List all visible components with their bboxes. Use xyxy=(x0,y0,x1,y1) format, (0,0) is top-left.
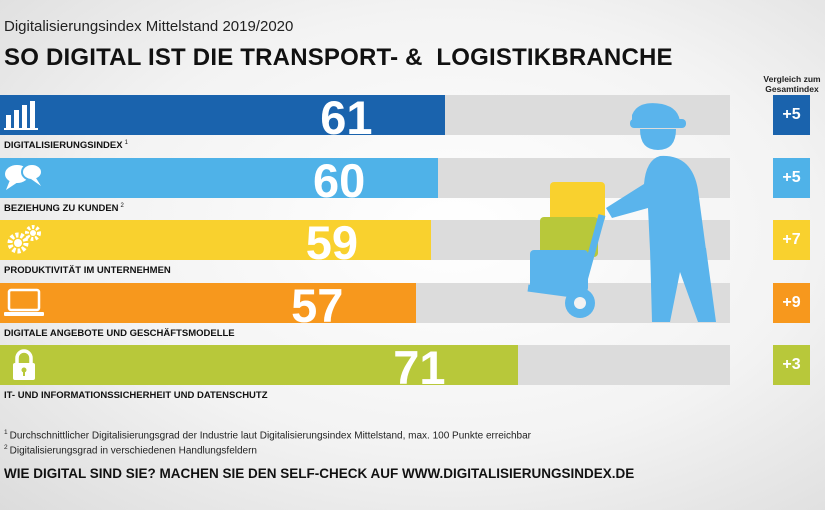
bar-value-label: 61 xyxy=(320,91,373,144)
chart-subtitle: Digitalisierungsindex Mittelstand 2019/2… xyxy=(4,18,294,35)
category-label: DIGITALISIERUNGSINDEX 1 xyxy=(4,140,128,151)
category-label: DIGITALE ANGEBOTE UND GESCHÄFTSMODELLE xyxy=(4,328,235,339)
footnote-2-text: Digitalisierungsgrad in verschiedenen Ha… xyxy=(9,445,257,457)
footnote-2-number: 2 xyxy=(4,444,8,451)
footnote-1-number: 1 xyxy=(4,429,8,436)
footnote-marker: 1 xyxy=(124,140,128,146)
box-bottom xyxy=(530,250,588,292)
footnote-1: 1 Durchschnittlicher Digitalisierungsgrad… xyxy=(4,429,531,441)
gears-icon xyxy=(4,224,44,256)
bar-value-label: 57 xyxy=(291,279,344,332)
comparison-badge: +9 xyxy=(773,283,810,323)
self-check-call-to-action: WIE DIGITAL SIND SIE? MACHEN SIE DEN SEL… xyxy=(4,466,635,481)
comparison-badge: +7 xyxy=(773,220,810,260)
footnote-1-text: Durchschnittlicher Digitalisierungsgrad … xyxy=(9,430,531,442)
bar xyxy=(0,158,438,198)
bar-value-label: 71 xyxy=(393,341,446,394)
box-middle xyxy=(540,217,598,257)
category-label: IT- UND INFORMATIONSSICHERHEIT UND DATEN… xyxy=(4,390,268,401)
chart-title: SO DIGITAL IST DIE TRANSPORT- & LOGISTIK… xyxy=(4,44,673,71)
category-label-text: PRODUKTIVITÄT IM UNTERNEHMEN xyxy=(4,265,171,276)
category-label: PRODUKTIVITÄT IM UNTERNEHMEN xyxy=(4,265,171,276)
category-label-text: DIGITALISIERUNGSINDEX xyxy=(4,140,123,152)
speech-bubbles-icon xyxy=(4,162,44,194)
bar-chart-icon xyxy=(4,99,44,131)
comparison-badge: +5 xyxy=(773,95,810,135)
comparison-badge: +3 xyxy=(773,345,810,385)
bar xyxy=(0,283,417,323)
bar xyxy=(0,345,519,385)
delivery-worker-hand-truck-icon xyxy=(527,103,716,322)
comparison-badge: +5 xyxy=(773,158,810,198)
padlock-icon xyxy=(4,349,44,381)
bar xyxy=(0,95,446,135)
footnote-marker: 2 xyxy=(120,203,124,209)
footnote-2: 2 Digitalisierungsgrad in verschiedenen H… xyxy=(4,444,257,456)
box-top xyxy=(550,182,605,222)
category-label: BEZIEHUNG ZU KUNDEN 2 xyxy=(4,203,124,214)
bar-value-label: 60 xyxy=(313,154,366,207)
category-label-text: BEZIEHUNG ZU KUNDEN xyxy=(4,203,119,215)
bar-value-label: 59 xyxy=(305,216,358,269)
category-label-text: IT- UND INFORMATIONSSICHERHEIT UND DATEN… xyxy=(4,390,268,401)
comparison-header: Vergleich zum Gesamtindex xyxy=(763,74,821,94)
category-label-text: DIGITALE ANGEBOTE UND GESCHÄFTSMODELLE xyxy=(4,328,235,339)
laptop-icon xyxy=(4,287,44,319)
bar xyxy=(0,220,431,260)
